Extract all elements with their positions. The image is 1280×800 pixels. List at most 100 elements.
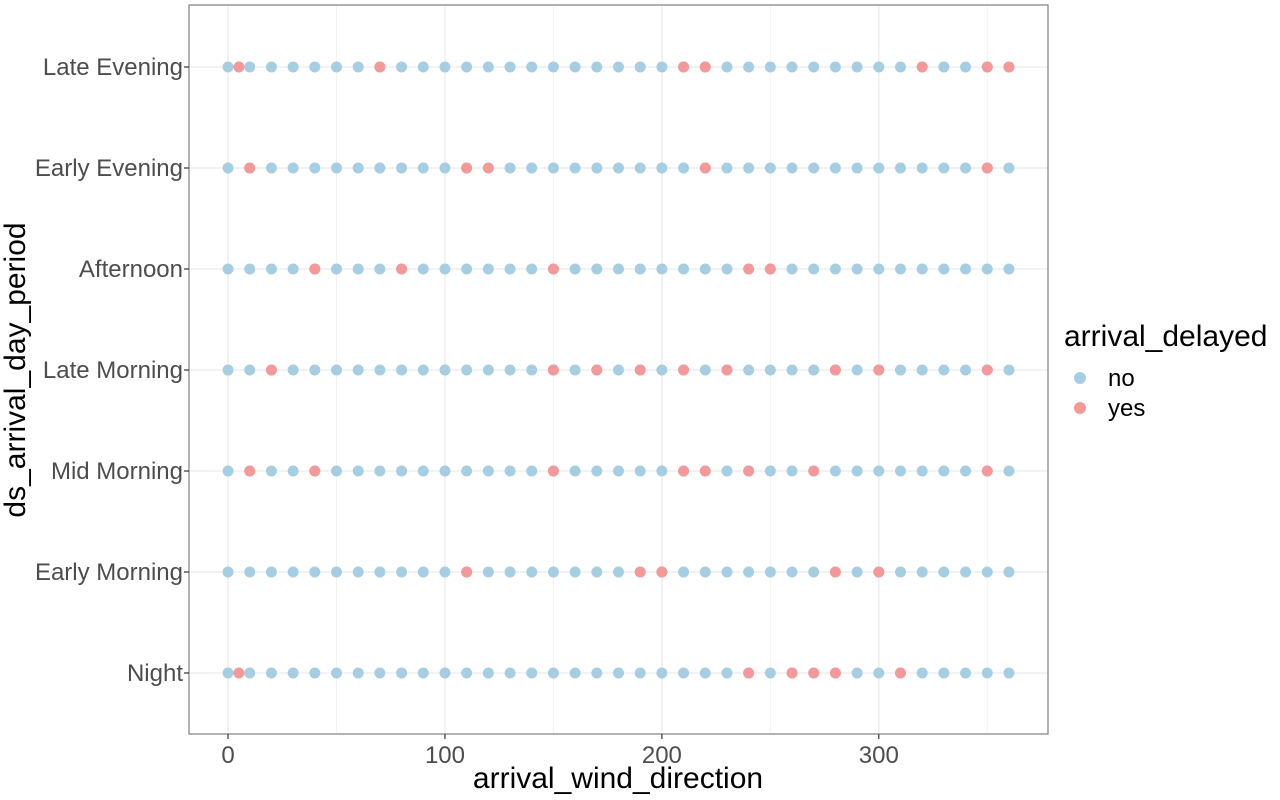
point-yes [721,364,733,376]
x-tick-label: 0 [221,742,234,769]
point-no [222,364,234,376]
point-yes [981,364,993,376]
point-no [656,162,668,174]
point-no [374,162,386,174]
point-no [678,263,690,275]
point-no [743,61,755,73]
point-no [569,61,581,73]
point-no [265,566,277,578]
point-yes [309,465,321,477]
point-no [569,364,581,376]
point-yes [233,61,245,73]
point-yes [634,566,646,578]
point-no [916,162,928,174]
point-yes [591,364,603,376]
point-yes [547,364,559,376]
point-no [873,667,885,679]
point-no [309,566,321,578]
point-no [634,465,646,477]
point-yes [743,465,755,477]
point-yes [699,162,711,174]
point-no [699,364,711,376]
point-no [374,263,386,275]
point-yes [547,465,559,477]
point-yes [678,364,690,376]
point-yes [873,566,885,578]
point-yes [743,263,755,275]
point-no [309,667,321,679]
point-no [851,263,863,275]
point-no [461,465,473,477]
point-yes [829,667,841,679]
point-yes [678,61,690,73]
point-no [526,61,538,73]
point-no [331,364,343,376]
point-no [656,364,668,376]
point-no [482,61,494,73]
point-no [222,566,234,578]
point-no [981,667,993,679]
point-no [331,465,343,477]
point-no [222,263,234,275]
x-tick-label: 300 [859,742,899,769]
point-no [613,667,624,679]
point-no [287,263,299,275]
point-no [504,162,516,174]
point-no [244,263,256,275]
point-yes [482,162,494,174]
point-no [287,61,299,73]
point-no [678,162,690,174]
point-no [960,667,972,679]
point-no [439,566,451,578]
point-no [829,465,841,477]
point-no [981,566,993,578]
point-no [721,61,733,73]
point-no [1003,162,1015,174]
point-no [331,61,343,73]
point-no [873,61,885,73]
point-no [764,162,776,174]
point-no [504,61,516,73]
point-no [374,465,386,477]
point-no [331,667,343,679]
point-yes [808,667,820,679]
point-no [851,364,863,376]
point-no [613,61,624,73]
point-no [504,566,516,578]
point-no [916,465,928,477]
point-no [613,162,624,174]
point-no [461,364,473,376]
point-no [547,61,559,73]
point-no [721,263,733,275]
point-no [417,61,429,73]
point-no [634,61,646,73]
point-no [894,566,906,578]
point-no [352,667,364,679]
point-yes [981,162,993,174]
point-no [591,667,603,679]
point-no [265,667,277,679]
point-no [699,263,711,275]
point-no [938,566,950,578]
point-no [547,667,559,679]
point-yes [699,465,711,477]
point-no [331,263,343,275]
point-no [721,667,733,679]
point-no [591,162,603,174]
point-no [461,61,473,73]
point-no [938,364,950,376]
point-no [960,465,972,477]
point-no [352,364,364,376]
point-no [352,465,364,477]
y-axis-title: ds_arrival_day_period [0,222,32,517]
point-no [656,667,668,679]
point-yes [808,465,820,477]
point-no [808,162,820,174]
y-tick-label: Mid Morning [51,458,183,485]
point-no [656,263,668,275]
point-no [764,61,776,73]
point-no [439,263,451,275]
y-tick-label: Night [127,660,183,687]
point-yes [309,263,321,275]
point-no [851,162,863,174]
